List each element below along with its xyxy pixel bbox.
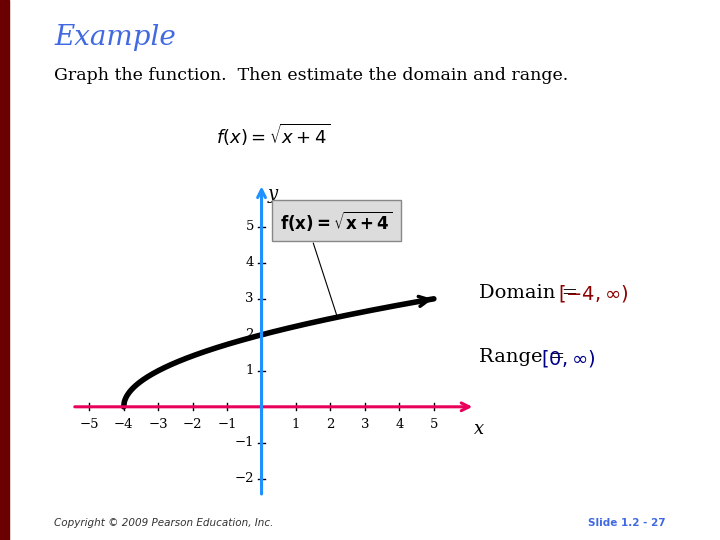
Text: 2: 2 <box>246 328 254 341</box>
Text: 3: 3 <box>246 292 254 305</box>
Text: $[0, \infty)$: $[0, \infty)$ <box>541 348 595 369</box>
Text: $\mathbf{f(x) = \sqrt{x + 4}}$: $\mathbf{f(x) = \sqrt{x + 4}}$ <box>281 209 392 233</box>
Text: 4: 4 <box>246 256 254 269</box>
Text: 1: 1 <box>292 417 300 430</box>
Text: 5: 5 <box>430 417 438 430</box>
Text: $[-4, \infty)$: $[-4, \infty)$ <box>558 284 629 305</box>
Text: Domain =: Domain = <box>479 284 584 301</box>
Text: 4: 4 <box>395 417 404 430</box>
Bar <box>0 0 9 540</box>
Text: 1: 1 <box>246 364 254 377</box>
Text: 2: 2 <box>326 417 335 430</box>
Text: Range =: Range = <box>479 348 571 366</box>
Text: −1: −1 <box>217 417 237 430</box>
Text: y: y <box>268 185 278 204</box>
Text: −1: −1 <box>235 436 254 449</box>
Text: 5: 5 <box>246 220 254 233</box>
Text: $f(x) = \sqrt{x+4}$: $f(x) = \sqrt{x+4}$ <box>217 122 330 147</box>
Text: x: x <box>474 421 484 438</box>
Text: 3: 3 <box>361 417 369 430</box>
Text: −5: −5 <box>79 417 99 430</box>
Text: Graph the function.  Then estimate the domain and range.: Graph the function. Then estimate the do… <box>54 68 568 84</box>
Text: −4: −4 <box>114 417 133 430</box>
Text: Copyright © 2009 Pearson Education, Inc.: Copyright © 2009 Pearson Education, Inc. <box>54 518 274 528</box>
Text: Example: Example <box>54 24 176 51</box>
Text: −2: −2 <box>235 472 254 485</box>
Text: Slide 1.2 - 27: Slide 1.2 - 27 <box>588 518 666 528</box>
Text: −3: −3 <box>148 417 168 430</box>
Text: −2: −2 <box>183 417 202 430</box>
